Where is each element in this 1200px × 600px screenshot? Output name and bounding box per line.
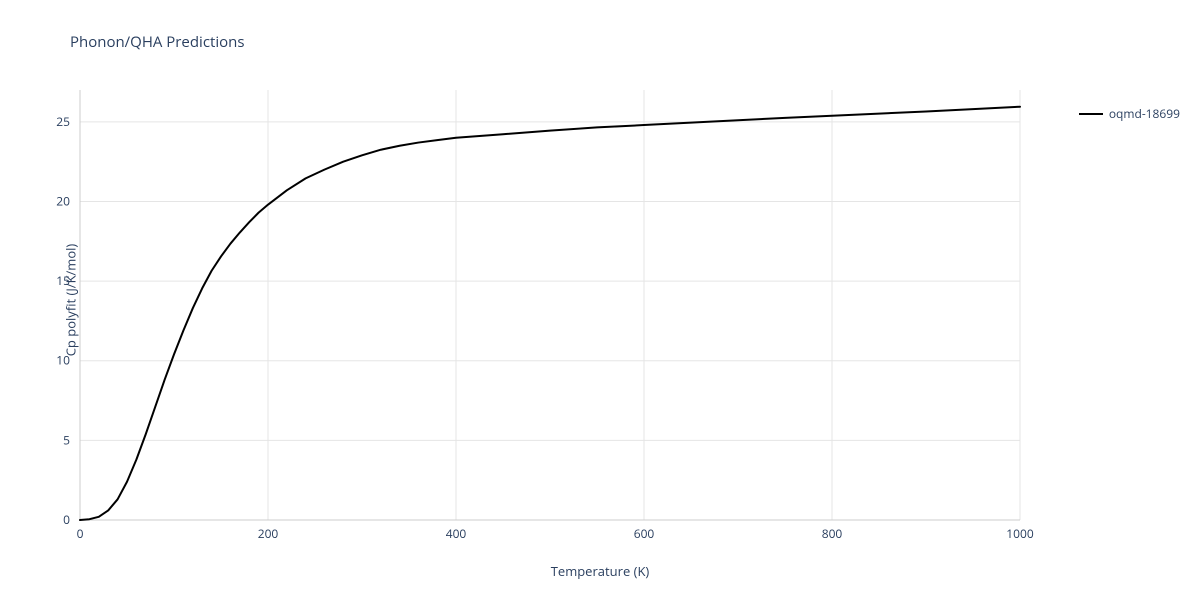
legend-series-label: oqmd-18699 <box>1109 105 1180 122</box>
svg-text:20: 20 <box>56 192 70 209</box>
legend-swatch <box>1079 113 1103 115</box>
svg-text:0: 0 <box>77 525 84 542</box>
svg-text:15: 15 <box>56 272 70 289</box>
svg-text:400: 400 <box>446 525 467 542</box>
chart-container: Phonon/QHA Predictions Cp polyfit (J/K/m… <box>0 0 1200 600</box>
legend: oqmd-18699 <box>1079 105 1180 122</box>
svg-text:10: 10 <box>56 352 70 369</box>
chart-svg: 0 200 400 600 800 1000 0 5 10 15 20 25 <box>0 0 1200 600</box>
svg-text:1000: 1000 <box>1006 525 1034 542</box>
svg-text:600: 600 <box>634 525 655 542</box>
svg-text:25: 25 <box>56 113 70 130</box>
svg-text:800: 800 <box>822 525 843 542</box>
svg-text:0: 0 <box>63 511 70 528</box>
svg-text:5: 5 <box>63 431 70 448</box>
svg-text:200: 200 <box>258 525 279 542</box>
